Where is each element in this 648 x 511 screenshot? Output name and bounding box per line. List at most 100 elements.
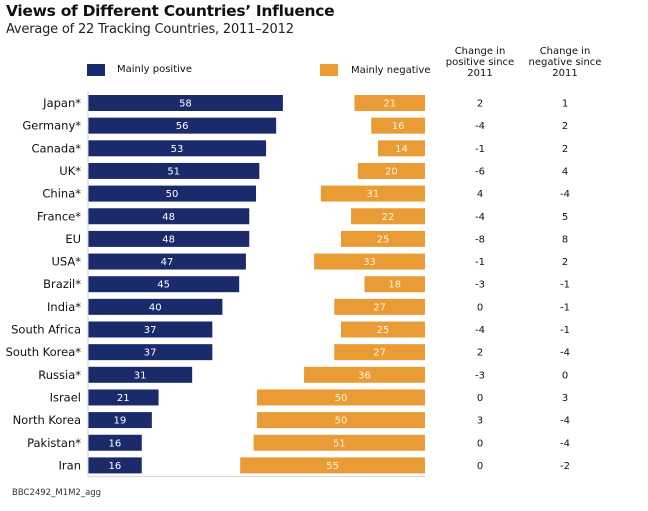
- change-positive-value: -4: [475, 212, 485, 223]
- change-positive-value: 4: [477, 189, 483, 200]
- category-label: North Korea: [13, 413, 81, 427]
- bar-label-positive: 50: [166, 189, 179, 200]
- bar-positive: [88, 276, 240, 293]
- bar-label-negative: 16: [392, 121, 405, 132]
- column-header-negative-change: Change in negative since 2011: [525, 46, 605, 79]
- bar-positive: [88, 185, 256, 202]
- bar-label-positive: 58: [179, 99, 192, 110]
- change-positive-value: 0: [477, 393, 483, 404]
- bar-positive: [88, 389, 159, 406]
- bar-label-positive: 31: [134, 370, 147, 381]
- bar-negative: [257, 412, 425, 429]
- category-label: Pakistan*: [27, 436, 81, 450]
- bar-label-positive: 16: [109, 461, 122, 472]
- bar-positive: [88, 366, 193, 383]
- bar-label-negative: 27: [373, 348, 386, 359]
- bar-label-positive: 37: [144, 348, 157, 359]
- change-negative-value: -4: [560, 416, 570, 427]
- change-negative-value: 2: [562, 257, 568, 268]
- bar-negative: [253, 434, 425, 451]
- bar-label-positive: 53: [171, 144, 184, 155]
- change-negative-value: -2: [560, 461, 570, 472]
- change-positive-value: -4: [475, 121, 485, 132]
- category-label: France*: [37, 209, 81, 223]
- change-negative-value: -4: [560, 438, 570, 449]
- legend-label-negative: Mainly negative: [351, 65, 431, 76]
- change-positive-value: -8: [475, 234, 485, 245]
- category-label: EU: [65, 232, 81, 246]
- bar-positive: [88, 208, 250, 225]
- bar-positive: [88, 457, 142, 474]
- bar-negative: [240, 457, 425, 474]
- change-positive-value: -4: [475, 325, 485, 336]
- change-negative-value: 4: [562, 166, 568, 177]
- column-header-line: 2011: [467, 68, 493, 79]
- legend-swatch-negative: [320, 64, 338, 76]
- bar-label-negative: 33: [363, 257, 376, 268]
- bar-label-negative: 14: [395, 144, 408, 155]
- bar-negative: [341, 230, 425, 247]
- bar-label-negative: 31: [367, 189, 380, 200]
- bar-label-positive: 51: [167, 166, 180, 177]
- change-positive-value: -1: [475, 257, 485, 268]
- category-label: Brazil*: [43, 277, 81, 291]
- bar-label-negative: 50: [335, 393, 348, 404]
- bar-label-negative: 21: [383, 99, 396, 110]
- change-positive-value: 0: [477, 438, 483, 449]
- bar-negative: [371, 117, 425, 134]
- category-label: UK*: [59, 164, 81, 178]
- change-positive-value: -6: [475, 166, 485, 177]
- bar-negative: [314, 253, 425, 270]
- bar-label-positive: 40: [149, 302, 162, 313]
- bar-negative: [341, 321, 425, 338]
- category-label: India*: [47, 300, 81, 314]
- bar-label-negative: 36: [358, 370, 371, 381]
- category-label: Israel: [50, 390, 81, 404]
- legend-swatch-positive: [87, 64, 105, 76]
- column-header-line: Change in: [539, 46, 591, 57]
- change-positive-value: 2: [477, 99, 483, 110]
- category-label: Iran: [59, 458, 81, 472]
- category-label: China*: [42, 187, 81, 201]
- bar-label-positive: 37: [144, 325, 157, 336]
- bar-label-negative: 27: [373, 302, 386, 313]
- bar-label-positive: 48: [162, 212, 175, 223]
- change-negative-value: -1: [560, 280, 570, 291]
- change-negative-value: -4: [560, 348, 570, 359]
- column-header-positive-change: Change in positive since 2011: [440, 46, 520, 79]
- change-negative-value: 5: [562, 212, 568, 223]
- bar-label-negative: 20: [385, 166, 398, 177]
- category-label: Germany*: [22, 119, 81, 133]
- bar-positive: [88, 412, 152, 429]
- change-positive-value: -3: [475, 370, 485, 381]
- legend-label-positive: Mainly positive: [117, 64, 192, 75]
- bar-label-negative: 50: [335, 416, 348, 427]
- bar-positive: [88, 117, 277, 134]
- bar-label-negative: 55: [326, 461, 339, 472]
- bar-positive: [88, 230, 250, 247]
- change-negative-value: 1: [562, 99, 568, 110]
- bar-positive: [88, 162, 260, 179]
- bar-positive: [88, 434, 142, 451]
- column-header-line: positive since: [445, 57, 515, 68]
- bar-negative: [377, 140, 425, 157]
- bar-label-negative: 51: [333, 438, 346, 449]
- column-header-line: 2011: [552, 68, 578, 79]
- bar-negative: [320, 185, 425, 202]
- bar-negative: [354, 95, 425, 111]
- bar-positive: [88, 321, 213, 338]
- category-label: South Korea*: [6, 345, 82, 359]
- bar-label-positive: 19: [114, 416, 127, 427]
- bar-negative: [334, 344, 425, 361]
- category-label: Russia*: [38, 368, 81, 382]
- change-negative-value: 2: [562, 144, 568, 155]
- bar-positive: [88, 298, 223, 315]
- change-positive-value: -1: [475, 144, 485, 155]
- bar-negative: [357, 162, 425, 179]
- bar-negative: [257, 389, 425, 406]
- change-negative-value: 3: [562, 393, 568, 404]
- chart-subtitle: Average of 22 Tracking Countries, 2011–2…: [6, 22, 294, 37]
- bar-negative: [334, 298, 425, 315]
- bar-label-positive: 16: [109, 438, 122, 449]
